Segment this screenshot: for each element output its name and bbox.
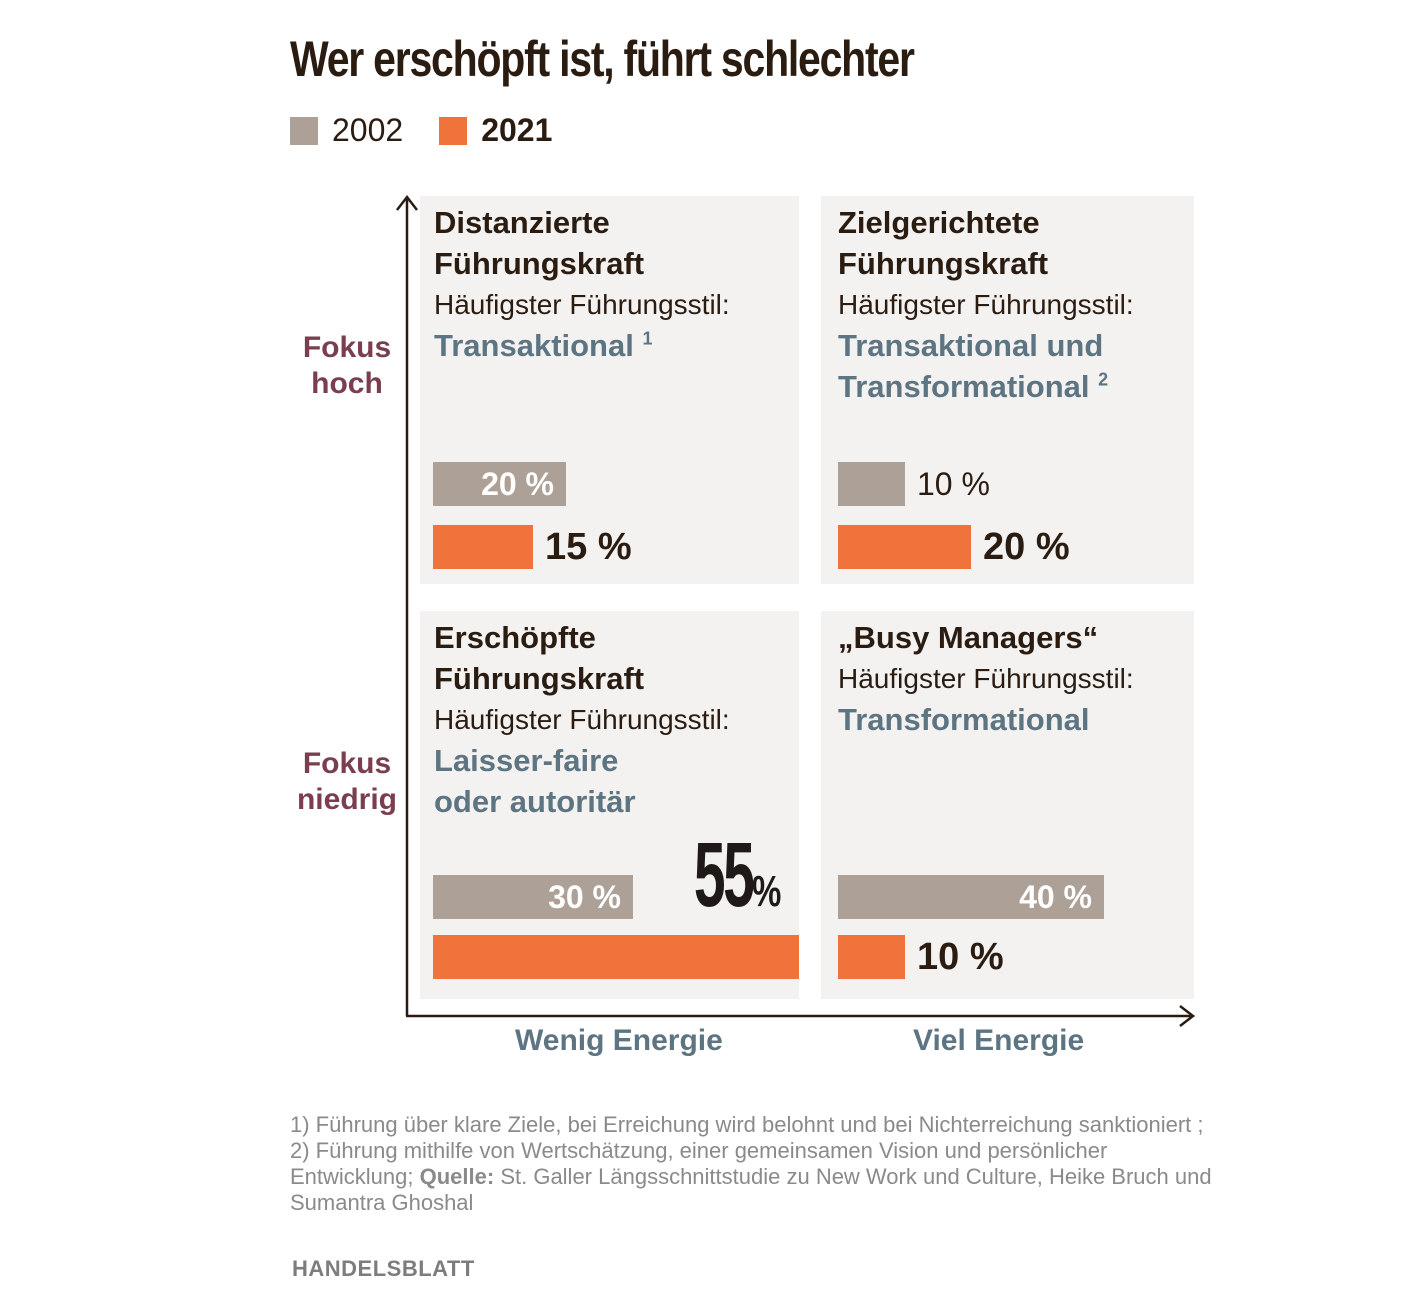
bar-2021-zielgerichtet (838, 525, 971, 569)
quadrant-style-line1: Transaktional und (838, 328, 1104, 363)
bar-label-2021-number: 55 (693, 824, 754, 926)
quadrant-style-line1: Transaktional (434, 328, 634, 363)
quadrant-busy-managers: „Busy Managers“ Häufigster Führungsstil:… (821, 611, 1194, 999)
brand-logo: HANDELSBLATT (292, 1256, 475, 1281)
legend-swatch-2002 (290, 116, 318, 145)
bar-label-2021-percent: % (751, 867, 782, 916)
source-label: Quelle: (419, 1164, 495, 1189)
quadrant-erschoepft: Erschöpfte Führungskraft Häufigster Führ… (420, 611, 799, 999)
bar-2021-busy (838, 935, 905, 979)
bar-2002-busy: 40 % (838, 875, 1104, 919)
bar-label-2021: 10 % (917, 936, 1004, 978)
quadrant-title-line1: Erschöpfte (434, 620, 596, 655)
bar-label-2002: 10 % (917, 466, 990, 502)
quadrant-title: „Busy Managers“ Häufigster Führungsstil:… (838, 617, 1134, 740)
bar-2002-zielgerichtet (838, 462, 905, 506)
bar-label-2021: 15 % (545, 526, 632, 568)
footnote-part1: 1) Führung über klare Ziele, bei Erreich… (290, 1112, 1204, 1189)
bar-2002-erschoepft: 30 % (433, 875, 633, 919)
quadrant-title-line1: Distanzierte (434, 205, 610, 240)
bar-2021-distanziert (433, 525, 533, 569)
quadrant-style-line1: Transformational (838, 702, 1090, 737)
bar-label-2021-big: 55% (658, 823, 791, 928)
legend-label-2021: 2021 (481, 112, 553, 148)
quadrant-style: Transaktional 1 (434, 325, 730, 366)
legend-item-2021: 2021 (439, 112, 552, 149)
legend-swatch-2021 (439, 116, 468, 145)
x-label-low: Wenig Energie (515, 1024, 723, 1057)
quadrant-style-line2: oder autoritär (434, 784, 636, 819)
bar-label-2002: 20 % (481, 466, 554, 502)
y-label-high: Fokus hoch (302, 331, 392, 400)
quadrant-title: Erschöpfte Führungskraft Häufigster Führ… (434, 617, 730, 822)
quadrant-distanziert: Distanzierte Führungskraft Häufigster Fü… (420, 196, 799, 584)
quadrant-style-line2: Transformational (838, 369, 1090, 404)
bar-label-2002: 40 % (1019, 879, 1092, 915)
x-label-high: Viel Energie (913, 1024, 1085, 1057)
quadrant-subtitle: Häufigster Führungsstil: (838, 663, 1134, 694)
footnote-marker: 2 (1098, 369, 1109, 390)
bar-2002-distanziert: 20 % (433, 462, 566, 506)
bar-2021-erschoepft (433, 935, 799, 979)
quadrant-style: Transformational 2 (838, 366, 1134, 407)
footnote: 1) Führung über klare Ziele, bei Erreich… (290, 1112, 1220, 1216)
footnote-marker: 1 (642, 328, 653, 349)
legend-item-2002: 2002 (290, 112, 403, 149)
x-axis-arrow-icon (1179, 1005, 1196, 1027)
chart-title: Wer erschöpft ist, führt schlechter (290, 31, 915, 87)
bar-label-2002: 30 % (548, 879, 621, 915)
quadrant-subtitle: Häufigster Führungsstil: (434, 289, 730, 320)
quadrant-title: Zielgerichtete Führungskraft Häufigster … (838, 202, 1134, 407)
quadrant-title-line2: Führungskraft (434, 661, 645, 696)
bar-label-2021: 20 % (983, 526, 1070, 568)
quadrant-subtitle: Häufigster Führungsstil: (434, 704, 730, 735)
legend-label-2002: 2002 (332, 112, 404, 148)
quadrant-style-line1: Laisser-faire (434, 743, 619, 778)
legend: 2002 2021 (290, 112, 588, 149)
quadrant-title-line2: Führungskraft (838, 246, 1049, 281)
quadrant-subtitle: Häufigster Führungsstil: (838, 289, 1134, 320)
quadrant-title-line1: „Busy Managers“ (838, 620, 1099, 655)
y-axis-arrow-icon (396, 194, 418, 211)
quadrant-zielgerichtet: Zielgerichtete Führungskraft Häufigster … (821, 196, 1194, 584)
y-label-low: Fokus niedrig (296, 747, 397, 816)
footnote-part2: St. Galler Längsschnittstudie zu New Wor… (290, 1164, 1212, 1215)
quadrant-title-line1: Zielgerichtete (838, 205, 1040, 240)
quadrant-title-line2: Führungskraft (434, 246, 645, 281)
quadrant-title: Distanzierte Führungskraft Häufigster Fü… (434, 202, 730, 366)
